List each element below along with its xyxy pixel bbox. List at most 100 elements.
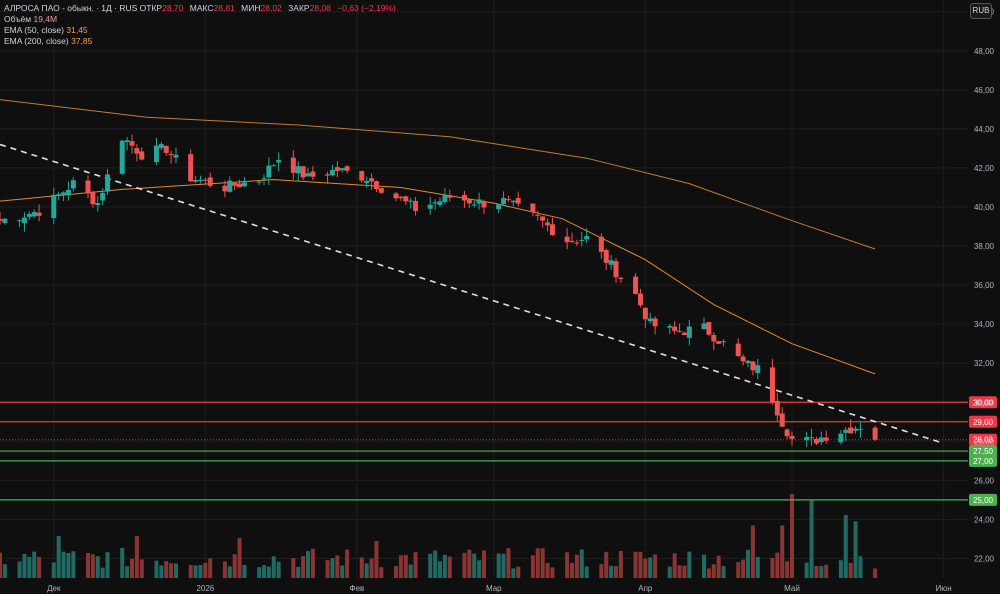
time-tick-label: Апр xyxy=(638,584,653,593)
candle-body xyxy=(549,224,555,236)
candle xyxy=(85,175,91,199)
candle xyxy=(393,192,399,202)
candle-body xyxy=(334,167,340,172)
candle-body xyxy=(750,361,756,371)
candle-body xyxy=(598,236,604,252)
volume-bar xyxy=(438,561,442,578)
low-value: 28,02 xyxy=(260,3,282,13)
ema200-label: EMA (200, close) xyxy=(4,36,69,46)
candle xyxy=(408,197,414,209)
volume-bar xyxy=(340,565,345,578)
price-tick-label: 46,00 xyxy=(974,86,995,95)
candle xyxy=(740,354,746,366)
volume-bar xyxy=(618,550,623,578)
candle-body xyxy=(237,183,243,188)
candle xyxy=(466,198,472,208)
candle xyxy=(344,165,350,174)
price-axis[interactable]: 22,00 24,00 26,00 28,00 30,00 32,00 34,00 36,00… xyxy=(974,8,995,564)
dashed-trendline[interactable] xyxy=(0,143,944,445)
legend-ema50-row[interactable]: EMA (50, close) 31,45 xyxy=(4,25,400,36)
candle-body xyxy=(637,293,643,306)
volume-bar xyxy=(638,551,643,578)
candle-body xyxy=(344,166,350,171)
volume-bar xyxy=(702,554,706,578)
volume-bar xyxy=(276,561,281,578)
volume-value: 19,4M xyxy=(33,14,58,24)
candle-body xyxy=(466,199,472,204)
candle xyxy=(843,426,849,441)
volume-bar xyxy=(345,549,350,578)
candle xyxy=(56,191,62,201)
candle xyxy=(549,217,555,236)
volume-bar xyxy=(819,566,824,578)
candle-body xyxy=(569,240,575,242)
candle-body xyxy=(393,193,399,199)
candle xyxy=(633,273,639,295)
candle xyxy=(735,338,741,358)
legend-volume-row[interactable]: Объём 19,4M xyxy=(4,14,400,25)
candle xyxy=(256,180,262,186)
candle-body xyxy=(804,436,810,441)
candle-body xyxy=(26,213,32,217)
candle xyxy=(364,176,370,188)
candle xyxy=(574,239,580,246)
level-price-label: 29,00 xyxy=(973,418,994,427)
volume-bar xyxy=(770,557,775,578)
volume-bar xyxy=(37,556,42,578)
volume-bar xyxy=(858,556,863,578)
volume-bar xyxy=(198,565,203,578)
candle-body xyxy=(271,165,277,167)
currency-button[interactable]: RUB xyxy=(970,3,992,19)
close-value: 28,08 xyxy=(309,3,331,13)
candle xyxy=(667,323,673,335)
volume-bar xyxy=(61,551,66,578)
candle-body xyxy=(359,171,365,181)
candle-body xyxy=(227,180,233,192)
time-axis[interactable]: Дек 2026 Фев Мар Апр Май Июн xyxy=(47,584,952,593)
candle xyxy=(237,179,243,188)
candle xyxy=(266,157,272,185)
volume-bar xyxy=(711,564,716,578)
candle-body xyxy=(373,181,379,190)
volume-bar xyxy=(71,551,76,578)
volume-bar xyxy=(843,515,848,578)
volume-bar xyxy=(750,525,755,578)
candle xyxy=(545,218,551,232)
candle xyxy=(584,228,590,244)
candle-body xyxy=(681,332,687,336)
volume-bar xyxy=(706,568,711,578)
volume-bar xyxy=(653,554,658,578)
volume-bar xyxy=(306,551,310,578)
candle xyxy=(530,203,536,217)
low-label: МИН xyxy=(241,3,261,13)
volume-bar xyxy=(369,558,374,578)
volume-bar xyxy=(32,551,37,578)
candle xyxy=(241,177,247,188)
volume-bar xyxy=(574,554,579,578)
price-tick-label: 38,00 xyxy=(974,242,995,251)
volume-bar xyxy=(296,566,301,578)
candle xyxy=(222,180,228,198)
candle-body xyxy=(207,177,213,186)
candle xyxy=(334,161,340,178)
candle-body xyxy=(603,249,609,263)
volume-bar xyxy=(614,566,618,578)
candle-body xyxy=(266,165,272,178)
candle-body xyxy=(584,236,590,240)
legend-ema200-row[interactable]: EMA (200, close) 37,85 xyxy=(4,36,400,47)
candle-body xyxy=(823,437,829,441)
time-tick-label: Май xyxy=(784,584,800,593)
candle xyxy=(461,190,467,209)
volume-bar xyxy=(174,563,178,578)
candle xyxy=(569,232,575,244)
candle-body xyxy=(129,141,135,146)
candle-body xyxy=(716,341,722,344)
symbol-title[interactable]: АЛРОСА ПАО - обыкн. · 1Д · RUS xyxy=(4,3,138,13)
trend-line[interactable] xyxy=(0,143,944,445)
candle xyxy=(300,166,306,181)
candle-body xyxy=(427,204,433,209)
price-tick-label: 32,00 xyxy=(974,359,995,368)
candle-body xyxy=(232,182,238,186)
